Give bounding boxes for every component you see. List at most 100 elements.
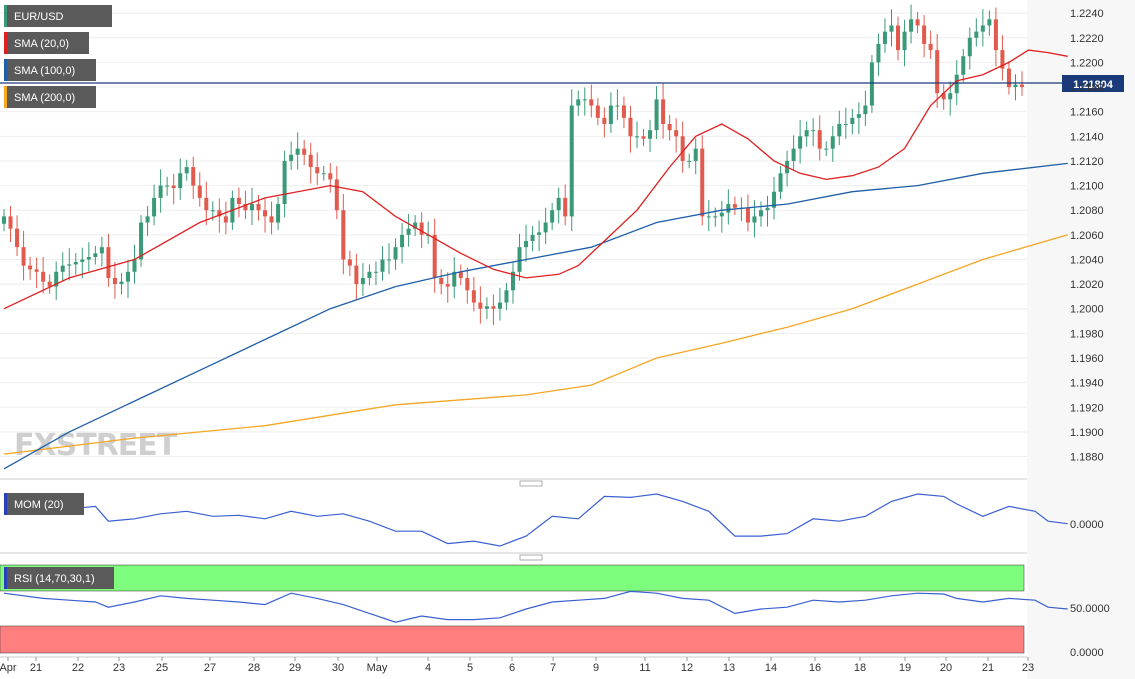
time-tick-label: 7	[550, 662, 556, 674]
mom-axis-tick: 0.0000	[1070, 519, 1104, 531]
rsi-badge[interactable]: RSI (14,70,30,1)	[4, 567, 114, 589]
candle-body	[484, 306, 489, 309]
candle-body	[15, 228, 20, 248]
candle-body	[550, 210, 555, 223]
candle-body	[321, 173, 326, 175]
price-tick-label: 1.1880	[1070, 452, 1104, 464]
candle-body	[987, 19, 992, 26]
candle-body	[902, 31, 907, 51]
candle-body	[811, 130, 816, 132]
candle-body	[73, 261, 78, 265]
candle-body	[41, 271, 46, 282]
candle-body	[980, 25, 985, 32]
candle-body	[661, 99, 666, 124]
candle-body	[249, 204, 254, 211]
sma100-badge[interactable]: SMA (100,0)	[4, 59, 96, 81]
candle-body	[713, 216, 718, 218]
candle-body	[119, 281, 124, 285]
time-tick-label: 4	[425, 662, 431, 674]
candle-body	[99, 247, 104, 254]
sma200-line	[3, 234, 1068, 455]
candle-body	[263, 210, 268, 217]
candle-body	[706, 216, 711, 218]
candle-body	[471, 290, 476, 303]
candle-body	[765, 207, 770, 211]
candle-body	[367, 271, 372, 278]
candle-body	[576, 99, 581, 106]
price-tick-label: 1.2240	[1070, 8, 1104, 20]
candle-body	[915, 19, 920, 26]
svg-text:RSI (14,70,30,1): RSI (14,70,30,1)	[14, 573, 95, 585]
candle-body	[824, 148, 829, 150]
candle-body	[726, 204, 731, 213]
candle-body	[152, 197, 157, 217]
candle-body	[667, 124, 672, 131]
time-axis-ticks: Apr 21 22 23 25 27 28 29 30 May 4 5 6 7 9 11 12 13 14 16 18 1…	[0, 657, 1034, 674]
candle-body	[236, 197, 241, 205]
candle-body	[106, 247, 111, 278]
candle-body	[954, 74, 959, 94]
candle-body	[510, 271, 516, 291]
candle-body	[504, 290, 509, 303]
panel-resize-handle[interactable]	[519, 480, 543, 487]
price-tick-label: 1.2180	[1070, 82, 1104, 94]
price-tick-label: 1.1940	[1070, 378, 1104, 390]
candle-body	[497, 302, 502, 309]
candle-body	[93, 253, 98, 258]
price-tick-label: 1.2160	[1070, 107, 1104, 119]
candle-body	[634, 136, 639, 138]
candle-body	[961, 56, 966, 75]
mom-badge[interactable]: MOM (20)	[4, 493, 84, 515]
candle-body	[1000, 50, 1005, 69]
candle-body	[478, 302, 483, 309]
candle-body	[589, 99, 594, 106]
candle-body	[276, 204, 281, 223]
candle-body	[387, 259, 392, 261]
price-tick-label: 1.2120	[1070, 156, 1104, 168]
candle-body	[47, 281, 52, 287]
candle-body	[1, 216, 7, 224]
sma20-badge[interactable]: SMA (20,0)	[4, 32, 89, 54]
candle-body	[850, 117, 855, 124]
time-tick-label: 22	[72, 662, 84, 674]
candle-body	[223, 216, 228, 223]
candle-body	[28, 265, 33, 270]
candle-body	[582, 99, 587, 101]
candle-body	[289, 154, 294, 161]
candle-body	[334, 179, 339, 211]
candle-body	[595, 105, 600, 118]
rsi-overbought-zone	[0, 564, 1025, 592]
candle-body	[654, 99, 659, 131]
panel-resize-handle[interactable]	[519, 554, 543, 561]
candle-body	[817, 130, 822, 149]
candle-body	[465, 277, 470, 291]
candle-body	[804, 130, 809, 137]
time-tick-label: 23	[113, 662, 125, 674]
candle-body	[896, 25, 901, 51]
candle-body	[909, 19, 914, 32]
time-tick-label: 6	[509, 662, 515, 674]
candle-body	[922, 25, 927, 44]
candle-body	[772, 191, 777, 208]
candle-body	[393, 247, 398, 260]
symbol-badge[interactable]: EUR/USD	[4, 5, 112, 27]
time-tick-label: 29	[289, 662, 301, 674]
time-tick-label: 16	[809, 662, 821, 674]
current-price-value: 1.21804	[1073, 79, 1114, 91]
candle-body	[621, 105, 626, 118]
svg-text:SMA (20,0): SMA (20,0)	[14, 38, 69, 50]
sma200-badge[interactable]: SMA (200,0)	[4, 86, 96, 108]
time-tick-label: 28	[248, 662, 260, 674]
candle-body	[876, 43, 881, 63]
time-tick-label: 25	[156, 662, 168, 674]
candle-body	[373, 271, 378, 273]
candle-body	[778, 173, 783, 192]
time-tick-label: 13	[723, 662, 735, 674]
svg-text:SMA (200,0): SMA (200,0)	[14, 92, 75, 104]
candle-body	[400, 234, 405, 248]
time-tick-label: 11	[639, 662, 650, 674]
candle-body	[791, 148, 796, 161]
candle-body	[830, 136, 835, 149]
price-axis-area	[1027, 0, 1135, 679]
candle-body	[380, 259, 385, 272]
